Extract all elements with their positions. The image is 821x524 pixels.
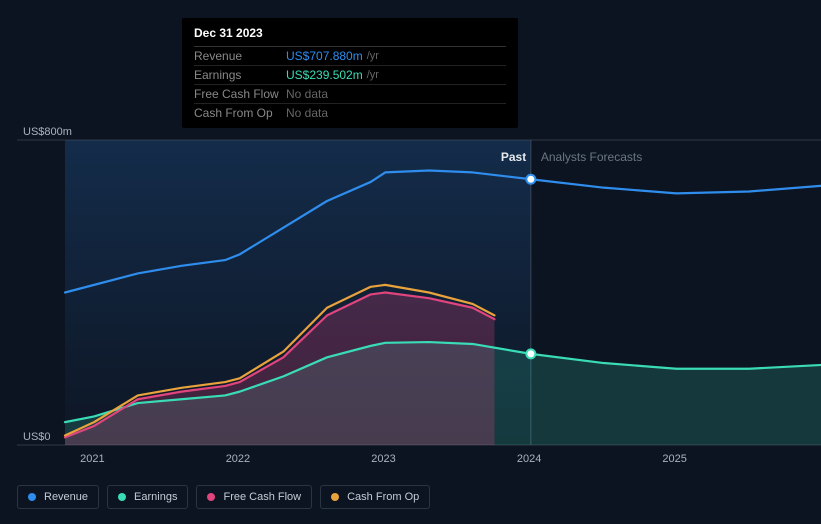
legend-dot-icon [207,493,215,501]
legend-item[interactable]: Revenue [17,485,99,509]
y-axis-max-label: US$800m [23,126,72,138]
x-axis-label: 2021 [80,453,104,465]
chart-tooltip: Dec 31 2023 RevenueUS$707.880m/yrEarning… [182,18,518,128]
legend-label: Revenue [44,491,88,503]
y-axis-min-label: US$0 [23,431,51,443]
legend-label: Free Cash Flow [223,491,301,503]
x-axis-label: 2024 [517,453,541,465]
legend-item[interactable]: Cash From Op [320,485,430,509]
financial-chart: Dec 31 2023 RevenueUS$707.880m/yrEarning… [17,0,805,524]
tooltip-metric-label: Free Cash Flow [194,87,286,101]
tooltip-value: US$707.880m [286,49,363,63]
legend-item[interactable]: Free Cash Flow [196,485,312,509]
x-axis-label: 2025 [662,453,686,465]
tooltip-nodata: No data [286,106,328,120]
tooltip-metric-label: Revenue [194,49,286,63]
legend-label: Cash From Op [347,491,419,503]
chart-legend: Revenue Earnings Free Cash Flow Cash From O… [17,485,430,509]
tooltip-date: Dec 31 2023 [194,26,506,47]
tooltip-metric-label: Cash From Op [194,106,286,120]
legend-item[interactable]: Earnings [107,485,188,509]
tooltip-row: EarningsUS$239.502m/yr [194,66,506,85]
tooltip-row: RevenueUS$707.880m/yr [194,47,506,66]
tooltip-unit: /yr [367,50,379,62]
x-axis-label: 2023 [371,453,395,465]
tooltip-row: Free Cash FlowNo data [194,85,506,104]
region-past-label: Past [501,150,526,164]
tooltip-metric-label: Earnings [194,68,286,82]
region-forecast-label: Analysts Forecasts [541,150,642,164]
x-axis-label: 2022 [226,453,250,465]
legend-dot-icon [28,493,36,501]
tooltip-unit: /yr [367,69,379,81]
legend-dot-icon [118,493,126,501]
legend-dot-icon [331,493,339,501]
legend-label: Earnings [134,491,177,503]
tooltip-value: US$239.502m [286,68,363,82]
tooltip-row: Cash From OpNo data [194,104,506,122]
tooltip-nodata: No data [286,87,328,101]
